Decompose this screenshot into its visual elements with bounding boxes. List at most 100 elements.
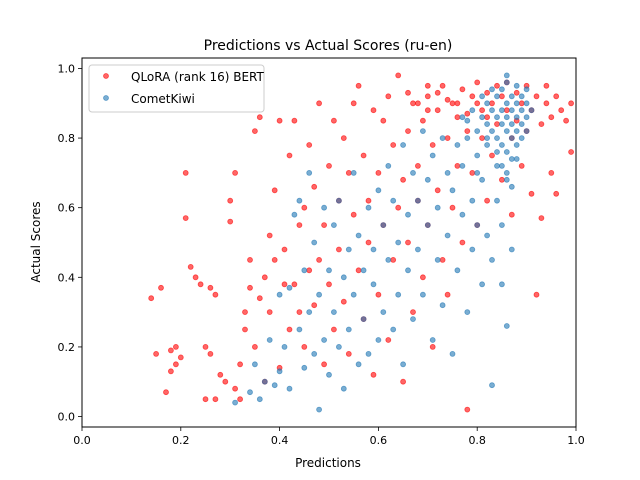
data-point (330, 117, 337, 124)
data-point (474, 128, 481, 135)
data-point (410, 169, 416, 176)
y-tick-label: 0.0 (58, 411, 76, 424)
data-point (237, 396, 244, 403)
data-point (414, 100, 421, 107)
data-point (498, 281, 505, 288)
data-point (543, 82, 550, 89)
data-point (370, 107, 377, 114)
data-point (508, 156, 515, 162)
data-point (508, 121, 515, 127)
data-point (281, 281, 288, 288)
data-point (370, 246, 377, 253)
data-point (291, 211, 298, 218)
data-point (479, 114, 486, 121)
data-point (345, 169, 352, 176)
data-point (405, 239, 411, 246)
data-point (340, 298, 347, 305)
data-point (232, 399, 239, 406)
data-point (340, 135, 347, 142)
data-point (508, 211, 515, 218)
legend-marker-qlora (103, 73, 109, 79)
data-point (513, 89, 520, 96)
data-point (247, 284, 253, 291)
data-point (247, 389, 253, 396)
data-point (380, 222, 387, 229)
data-point (212, 291, 219, 298)
data-point (321, 361, 328, 368)
data-point (405, 211, 411, 218)
data-point (459, 162, 466, 169)
data-point (503, 176, 510, 183)
data-point (360, 152, 367, 159)
chart-title: Predictions vs Actual Scores (ru-en) (204, 38, 453, 54)
data-point (414, 162, 421, 169)
data-point (365, 239, 372, 246)
data-point (321, 204, 328, 211)
data-point (405, 89, 411, 96)
data-point (518, 93, 525, 100)
data-point (375, 291, 382, 298)
data-point (182, 169, 189, 176)
data-point (227, 197, 234, 204)
x-tick-label: 0.4 (271, 434, 289, 447)
data-point (330, 309, 337, 316)
data-point (489, 107, 495, 114)
data-point (518, 107, 525, 114)
data-point (508, 93, 515, 100)
y-tick-label: 0.2 (58, 341, 76, 354)
data-point (533, 93, 540, 100)
data-point (390, 326, 397, 333)
data-point (414, 246, 421, 253)
data-point (444, 135, 451, 142)
data-point (484, 142, 491, 148)
data-point (464, 110, 471, 117)
data-point (518, 135, 525, 142)
data-point (498, 162, 505, 169)
data-point (454, 162, 461, 169)
data-point (232, 385, 239, 392)
data-point (400, 361, 407, 368)
y-axis: 0.0 0.2 0.4 0.6 0.8 1.0 (58, 62, 82, 424)
data-point (439, 302, 446, 309)
data-point (158, 284, 164, 291)
data-point (167, 347, 174, 354)
data-point (153, 350, 160, 357)
data-point (429, 152, 436, 159)
data-point (296, 326, 303, 333)
data-point (163, 389, 169, 396)
data-point (508, 246, 515, 253)
data-point (434, 107, 441, 114)
data-point (489, 100, 495, 107)
data-point (375, 337, 382, 343)
x-tick-label: 1.0 (567, 434, 585, 447)
data-point (261, 378, 268, 385)
data-point (434, 89, 441, 96)
data-point (311, 183, 318, 190)
data-point (256, 114, 263, 121)
data-point (439, 82, 446, 89)
data-point (419, 128, 426, 135)
data-point (419, 117, 426, 124)
data-point (489, 382, 495, 389)
data-point (449, 187, 456, 194)
data-point (528, 107, 535, 114)
data-point (276, 368, 283, 375)
points-layer (148, 72, 574, 413)
data-point (439, 256, 446, 263)
data-point (242, 326, 248, 333)
data-point (449, 204, 456, 211)
data-point (172, 343, 179, 350)
data-point (390, 142, 397, 148)
data-point (296, 197, 303, 204)
data-point (385, 337, 392, 343)
data-point (400, 378, 407, 385)
data-point (232, 169, 239, 176)
data-point (494, 162, 500, 169)
data-point (429, 343, 436, 350)
data-point (410, 316, 416, 323)
data-point (513, 156, 520, 162)
data-point (207, 284, 214, 291)
data-point (326, 371, 332, 378)
data-point (479, 93, 486, 100)
data-point (326, 281, 332, 288)
